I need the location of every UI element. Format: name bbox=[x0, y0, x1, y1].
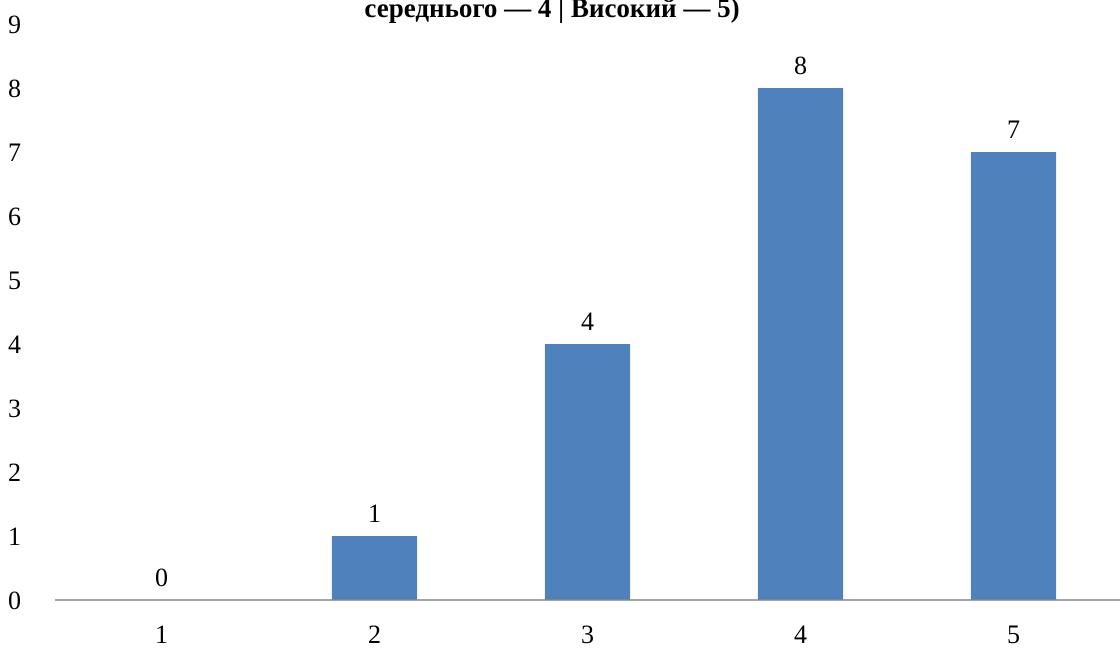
x-tick-label: 1 bbox=[155, 620, 168, 649]
bar bbox=[544, 344, 631, 600]
data-label: 8 bbox=[794, 51, 807, 80]
y-tick-label: 2 bbox=[8, 458, 21, 487]
x-tick-label: 2 bbox=[368, 620, 381, 649]
x-tick-label: 5 bbox=[1007, 620, 1020, 649]
y-tick-label: 1 bbox=[8, 522, 21, 551]
bar bbox=[331, 536, 418, 600]
data-label: 4 bbox=[581, 307, 594, 336]
data-label: 7 bbox=[1007, 115, 1020, 144]
bar bbox=[970, 152, 1057, 600]
y-tick-label: 4 bbox=[8, 330, 21, 359]
bar bbox=[757, 88, 844, 600]
y-tick-label: 9 bbox=[8, 10, 21, 39]
y-tick-label: 7 bbox=[8, 138, 21, 167]
x-axis-ticks: 1 2 3 4 5 bbox=[155, 620, 1020, 649]
data-label: 1 bbox=[368, 499, 381, 528]
chart-title: середнього — 4 | Високий — 5) bbox=[364, 0, 739, 23]
x-tick-label: 3 bbox=[581, 620, 594, 649]
y-tick-label: 6 bbox=[8, 202, 21, 231]
y-axis-ticks: 0 1 2 3 4 5 6 7 8 9 bbox=[8, 10, 21, 615]
data-label: 0 bbox=[155, 563, 168, 592]
y-tick-label: 5 bbox=[8, 266, 21, 295]
y-tick-label: 3 bbox=[8, 394, 21, 423]
bars bbox=[331, 88, 1057, 600]
y-tick-label: 0 bbox=[8, 586, 21, 615]
data-labels: 0 1 4 8 7 bbox=[155, 51, 1020, 592]
y-tick-label: 8 bbox=[8, 74, 21, 103]
x-tick-label: 4 bbox=[794, 620, 807, 649]
